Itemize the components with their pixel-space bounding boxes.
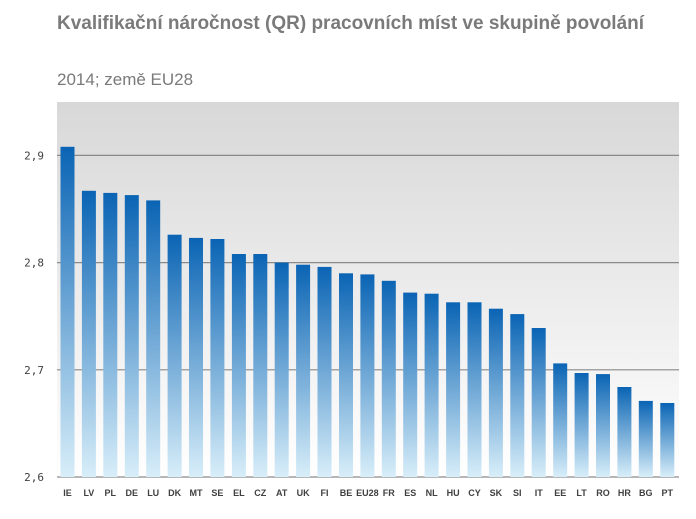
- x-axis: IE LV PL DE LU DK MT SE EL CZ AT UK FI BE EU28 FR ES NL HU…: [63, 488, 673, 498]
- x-tick-label-ee: EE: [554, 488, 566, 498]
- x-tick-label-si: SI: [513, 488, 522, 498]
- x-tick-label-ro: RO: [596, 488, 610, 498]
- x-tick-label-cz: CZ: [254, 488, 266, 498]
- bar-pt: [660, 403, 675, 477]
- bar-dk: [167, 234, 182, 477]
- bar-ie: [60, 146, 75, 478]
- y-axis: 2,6 2,7 2,8 2,9: [24, 149, 44, 484]
- bar-bg: [638, 400, 653, 477]
- bar-cy: [467, 302, 482, 477]
- bar-ee: [553, 363, 568, 477]
- chart-title: Kvalifikační náročnost (QR) pracovních m…: [57, 13, 645, 34]
- x-tick-label-be: BE: [340, 488, 353, 498]
- x-tick-label-el: EL: [233, 488, 245, 498]
- x-tick-label-dk: DK: [168, 488, 181, 498]
- x-tick-label-lt: LT: [576, 488, 587, 498]
- x-tick-label-se: SE: [211, 488, 223, 498]
- x-tick-label-de: DE: [126, 488, 139, 498]
- x-tick-label-hu: HU: [447, 488, 460, 498]
- bar-se: [210, 239, 225, 477]
- bar-fr: [381, 280, 396, 477]
- bar-eu28: [360, 274, 375, 477]
- x-tick-label-hr: HR: [618, 488, 631, 498]
- bar-sk: [488, 308, 503, 477]
- x-tick-label-mt: MT: [190, 488, 203, 498]
- bar-it: [531, 328, 546, 477]
- bar-de: [124, 195, 139, 477]
- bar-lv: [81, 190, 96, 478]
- y-tick-label: 2,7: [24, 364, 44, 377]
- y-tick-label: 2,8: [24, 257, 44, 270]
- bar-mt: [189, 237, 203, 477]
- x-tick-label-cy: CY: [468, 488, 481, 498]
- bar-lt: [574, 373, 589, 477]
- x-tick-label-fi: FI: [321, 488, 329, 498]
- x-tick-label-lv: LV: [83, 488, 94, 498]
- bar-el: [231, 254, 246, 477]
- x-tick-label-pt: PT: [662, 488, 674, 498]
- x-tick-label-uk: UK: [297, 488, 310, 498]
- y-tick-label: 2,6: [24, 471, 44, 484]
- x-tick-label-pl: PL: [105, 488, 117, 498]
- x-tick-label-bg: BG: [639, 488, 653, 498]
- bar-ro: [596, 374, 610, 477]
- bars: [60, 146, 675, 478]
- bar-be: [339, 273, 353, 477]
- x-tick-label-nl: NL: [426, 488, 438, 498]
- bar-at: [274, 262, 289, 477]
- chart-subtitle: 2014; země EU28: [57, 70, 194, 89]
- bar-pl: [103, 192, 118, 477]
- x-tick-label-es: ES: [404, 488, 416, 498]
- bar-uk: [296, 264, 311, 477]
- x-tick-label-ie: IE: [63, 488, 72, 498]
- bar-es: [403, 292, 418, 477]
- x-tick-label-at: AT: [276, 488, 288, 498]
- bar-lu: [146, 200, 161, 477]
- x-tick-label-it: IT: [535, 488, 544, 498]
- x-tick-label-eu28: EU28: [356, 488, 379, 498]
- bar-cz: [253, 254, 268, 477]
- bar-nl: [424, 293, 439, 477]
- bar-hu: [446, 302, 461, 477]
- x-tick-label-sk: SK: [490, 488, 503, 498]
- bar-si: [510, 314, 525, 477]
- y-tick-label: 2,9: [24, 149, 44, 162]
- bar-fi: [317, 266, 332, 477]
- x-tick-label-lu: LU: [147, 488, 159, 498]
- bar-hr: [617, 387, 632, 477]
- x-tick-label-fr: FR: [383, 488, 395, 498]
